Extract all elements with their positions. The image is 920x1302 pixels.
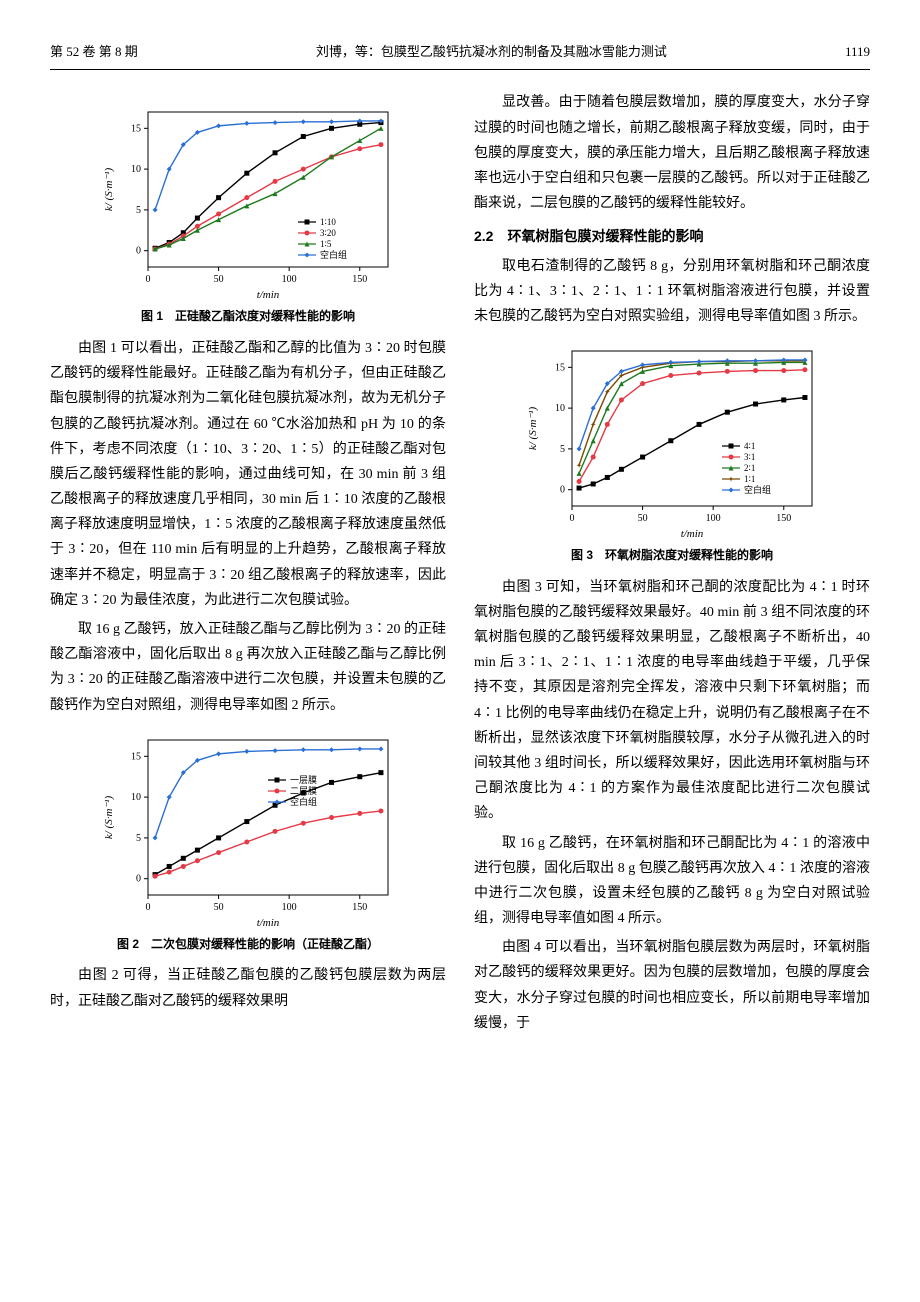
svg-text:二层膜: 二层膜 — [290, 786, 317, 796]
svg-text:0: 0 — [560, 485, 565, 496]
svg-text:150: 150 — [352, 274, 367, 285]
figure-3-title: 图 3 环氧树脂浓度对缓释性能的影响 — [474, 545, 870, 567]
figure-1: 0 50 100 150 0 5 10 15 t/min k/ (S·m⁻¹) 1∶103∶201∶… — [50, 102, 446, 328]
svg-text:空白组: 空白组 — [744, 484, 771, 495]
svg-text:15: 15 — [131, 751, 141, 762]
svg-text:k/ (S·m⁻¹): k/ (S·m⁻¹) — [103, 795, 115, 839]
header-right: 1119 — [845, 40, 870, 63]
svg-text:0: 0 — [136, 246, 141, 257]
svg-text:k/ (S·m⁻¹): k/ (S·m⁻¹) — [527, 407, 539, 451]
svg-text:0: 0 — [570, 513, 575, 524]
svg-text:5: 5 — [136, 205, 141, 216]
svg-text:10: 10 — [131, 164, 141, 175]
svg-text:50: 50 — [214, 274, 224, 285]
svg-text:t/min: t/min — [681, 528, 704, 540]
two-column-content: 050100150051015t/mink/ (S·m⁻¹)1∶103∶201∶… — [50, 90, 870, 1036]
svg-text:t/min: t/min — [257, 917, 280, 929]
paragraph-1: 由图 1 可以看出，正硅酸乙酯和乙醇的比值为 3∶20 时包膜乙酸钙的缓释性能最… — [50, 336, 446, 613]
paragraph-3: 由图 2 可得，当正硅酸乙酯包膜的乙酸钙包膜层数为两层时，正硅酸乙酯对乙酸钙的缓… — [50, 963, 446, 1013]
paragraph-4: 显改善。由于随着包膜层数增加，膜的厚度变大，水分子穿过膜的时间也随之增长，前期乙… — [474, 90, 870, 216]
svg-text:50: 50 — [214, 902, 224, 913]
svg-text:2∶1: 2∶1 — [744, 463, 755, 473]
svg-text:5: 5 — [560, 444, 565, 455]
svg-text:0: 0 — [136, 873, 141, 884]
section-2-2-title: 2.2 环氧树脂包膜对缓释性能的影响 — [474, 224, 870, 249]
svg-text:t/min: t/min — [257, 289, 280, 301]
svg-text:100: 100 — [282, 902, 297, 913]
svg-text:150: 150 — [352, 902, 367, 913]
svg-text:空白组: 空白组 — [290, 796, 317, 807]
svg-text:100: 100 — [706, 513, 721, 524]
svg-text:1∶10: 1∶10 — [320, 217, 336, 227]
figure-2-title: 图 2 二次包膜对缓释性能的影响（正硅酸乙酯） — [50, 934, 446, 956]
svg-text:一层膜: 一层膜 — [290, 775, 317, 785]
figure-1-chart: 0 50 100 150 0 5 10 15 t/min k/ (S·m⁻¹) 1∶103∶201∶… — [98, 102, 398, 302]
header-left: 第 52 卷 第 8 期 — [50, 40, 138, 63]
paragraph-5: 取电石渣制得的乙酸钙 8 g，分别用环氧树脂和环己酮浓度比为 4∶1、3∶1、2… — [474, 254, 870, 330]
paragraph-8: 由图 4 可以看出，当环氧树脂包膜层数为两层时，环氧树脂对乙酸钙的缓释效果更好。… — [474, 935, 870, 1036]
svg-text:k/ (S·m⁻¹): k/ (S·m⁻¹) — [103, 168, 115, 212]
paragraph-6: 由图 3 可知，当环氧树脂和环己酮的浓度配比为 4∶1 时环氧树脂包膜的乙酸钙缓… — [474, 575, 870, 827]
svg-text:3∶1: 3∶1 — [744, 452, 755, 462]
paragraph-7: 取 16 g 乙酸钙，在环氧树脂和环己酮配比为 4∶1 的溶液中进行包膜，固化后… — [474, 831, 870, 932]
svg-text:空白组: 空白组 — [320, 249, 347, 260]
figure-2: 050100150051015t/mink/ (S·m⁻¹)一层膜二层膜空白组 … — [50, 730, 446, 956]
figure-3-chart: 0 50 100 150 0 5 10 15 t/min k/ (S·m⁻¹) 4∶13∶12∶11… — [522, 341, 822, 541]
svg-text:1∶5: 1∶5 — [320, 239, 332, 249]
svg-text:10: 10 — [555, 403, 565, 414]
page-header: 第 52 卷 第 8 期 刘博，等：包膜型乙酸钙抗凝冰剂的制备及其融冰雪能力测试… — [50, 40, 870, 70]
svg-text:5: 5 — [136, 833, 141, 844]
svg-text:4∶1: 4∶1 — [744, 441, 755, 451]
svg-text:10: 10 — [131, 792, 141, 803]
figure-3: 0 50 100 150 0 5 10 15 t/min k/ (S·m⁻¹) 4∶13∶12∶11… — [474, 341, 870, 567]
svg-text:0: 0 — [146, 902, 151, 913]
svg-text:15: 15 — [555, 362, 565, 373]
svg-text:50: 50 — [638, 513, 648, 524]
header-center: 刘博，等：包膜型乙酸钙抗凝冰剂的制备及其融冰雪能力测试 — [316, 40, 667, 63]
figure-1-title: 图 1 正硅酸乙酯浓度对缓释性能的影响 — [50, 306, 446, 328]
svg-text:150: 150 — [776, 513, 791, 524]
svg-text:100: 100 — [282, 274, 297, 285]
svg-text:0: 0 — [146, 274, 151, 285]
svg-text:3∶20: 3∶20 — [320, 228, 336, 238]
paragraph-2: 取 16 g 乙酸钙，放入正硅酸乙酯与乙醇比例为 3∶20 的正硅酸乙酯溶液中，… — [50, 617, 446, 718]
svg-text:15: 15 — [131, 124, 141, 135]
svg-text:1∶1: 1∶1 — [744, 474, 755, 484]
figure-2-chart: 0 50 100 150 0 5 10 15 t/min k/ (S·m⁻¹) 一层膜二层膜空白组 — [98, 730, 398, 930]
